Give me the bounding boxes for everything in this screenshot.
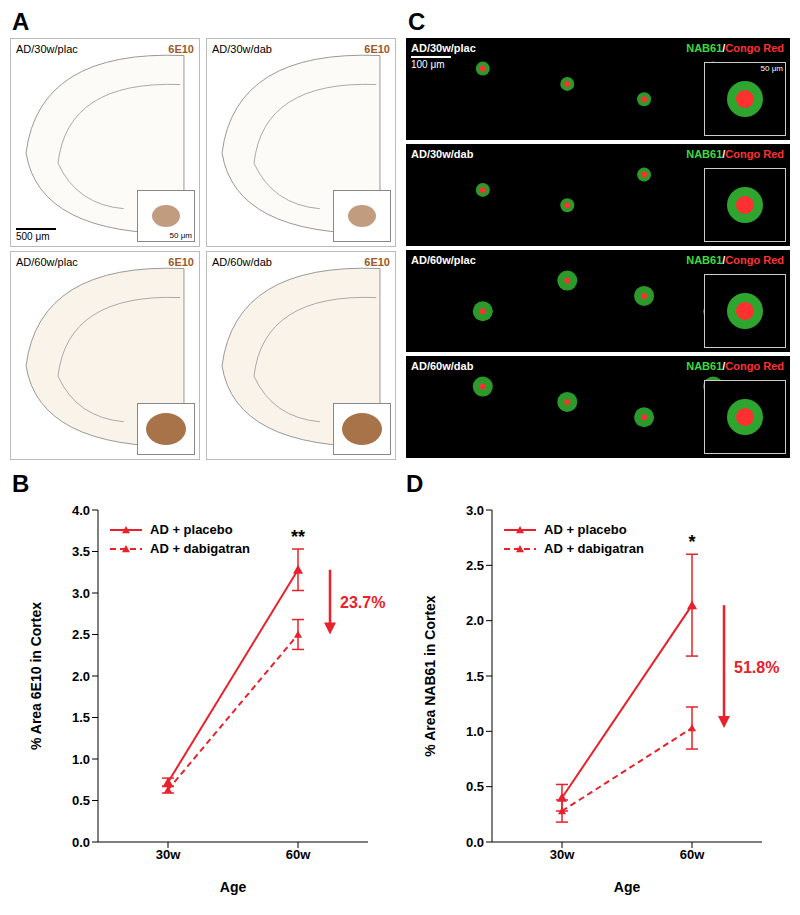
html-text:AD + dabigatran: AD + dabigatran — [544, 541, 644, 556]
html-text:AD/60w/plac: AD/60w/plac — [16, 256, 78, 268]
html-text:6E10: 6E10 — [364, 256, 390, 268]
svg-text:51.8%: 51.8% — [734, 659, 779, 676]
html-text:NAB61 / Congo Red: NAB61 / Congo Red — [686, 148, 784, 160]
svg-text:1.0: 1.0 — [466, 724, 484, 739]
svg-text:2.0: 2.0 — [466, 613, 484, 628]
svg-text:Age: Age — [220, 879, 247, 895]
svg-text:3.0: 3.0 — [466, 503, 484, 518]
svg-text:30w: 30w — [550, 847, 575, 862]
svg-text:60w: 60w — [286, 847, 311, 862]
html-text:6E10: 6E10 — [364, 43, 390, 55]
svg-text:0.5: 0.5 — [72, 793, 90, 808]
svg-text:% Area 6E10 in Cortex: % Area 6E10 in Cortex — [28, 602, 44, 750]
svg-text:2.5: 2.5 — [72, 627, 90, 642]
html-text:50 μm: 50 μm — [760, 64, 783, 73]
svg-text:1.5: 1.5 — [72, 710, 90, 725]
html-text:AD/30w/dab: AD/30w/dab — [411, 148, 474, 160]
html-text:NAB61 / Congo Red: NAB61 / Congo Red — [686, 360, 784, 372]
html-text:500 μm: 500 μm — [16, 231, 50, 242]
html-text:D: D — [406, 470, 424, 497]
svg-text:23.7%: 23.7% — [340, 594, 385, 611]
html-text:AD + placebo: AD + placebo — [150, 522, 233, 537]
svg-text:2.0: 2.0 — [72, 669, 90, 684]
svg-text:3.5: 3.5 — [72, 544, 90, 559]
html-text:NAB61 / Congo Red: NAB61 / Congo Red — [686, 254, 784, 266]
html-text:100 μm: 100 μm — [411, 59, 445, 70]
svg-text:% Area NAB61 in Cortex: % Area NAB61 in Cortex — [422, 595, 438, 757]
html-text:B: B — [12, 470, 30, 497]
svg-text:30w: 30w — [156, 847, 181, 862]
html-text:AD/30w/plac: AD/30w/plac — [16, 43, 78, 55]
svg-text:**: ** — [291, 527, 305, 547]
html-text:6E10: 6E10 — [168, 43, 194, 55]
svg-text:4.0: 4.0 — [72, 503, 90, 518]
html-text:AD/60w/dab: AD/60w/dab — [212, 256, 272, 268]
svg-text:Age: Age — [614, 879, 641, 895]
html-text:C: C — [408, 8, 426, 35]
svg-text:*: * — [688, 532, 695, 552]
html-text:AD/60w/dab: AD/60w/dab — [411, 360, 474, 372]
svg-text:1.0: 1.0 — [72, 752, 90, 767]
html-text:A: A — [12, 8, 30, 35]
svg-text:3.0: 3.0 — [72, 586, 90, 601]
html-text:50 μm: 50 μm — [169, 231, 192, 240]
html-text:AD + dabigatran: AD + dabigatran — [150, 541, 250, 556]
html-text:AD/30w/dab: AD/30w/dab — [212, 43, 272, 55]
svg-text:0.0: 0.0 — [466, 835, 484, 850]
html-text:NAB61 / Congo Red: NAB61 / Congo Red — [686, 42, 784, 54]
html-text:AD/60w/plac: AD/60w/plac — [411, 254, 476, 266]
html-text:AD + placebo: AD + placebo — [544, 522, 627, 537]
svg-text:0.5: 0.5 — [466, 779, 484, 794]
svg-text:1.5: 1.5 — [466, 669, 484, 684]
svg-text:0.0: 0.0 — [72, 835, 90, 850]
svg-text:60w: 60w — [680, 847, 705, 862]
html-text:AD/30w/plac: AD/30w/plac — [411, 42, 476, 54]
svg-text:2.5: 2.5 — [466, 558, 484, 573]
html-text:6E10: 6E10 — [168, 256, 194, 268]
